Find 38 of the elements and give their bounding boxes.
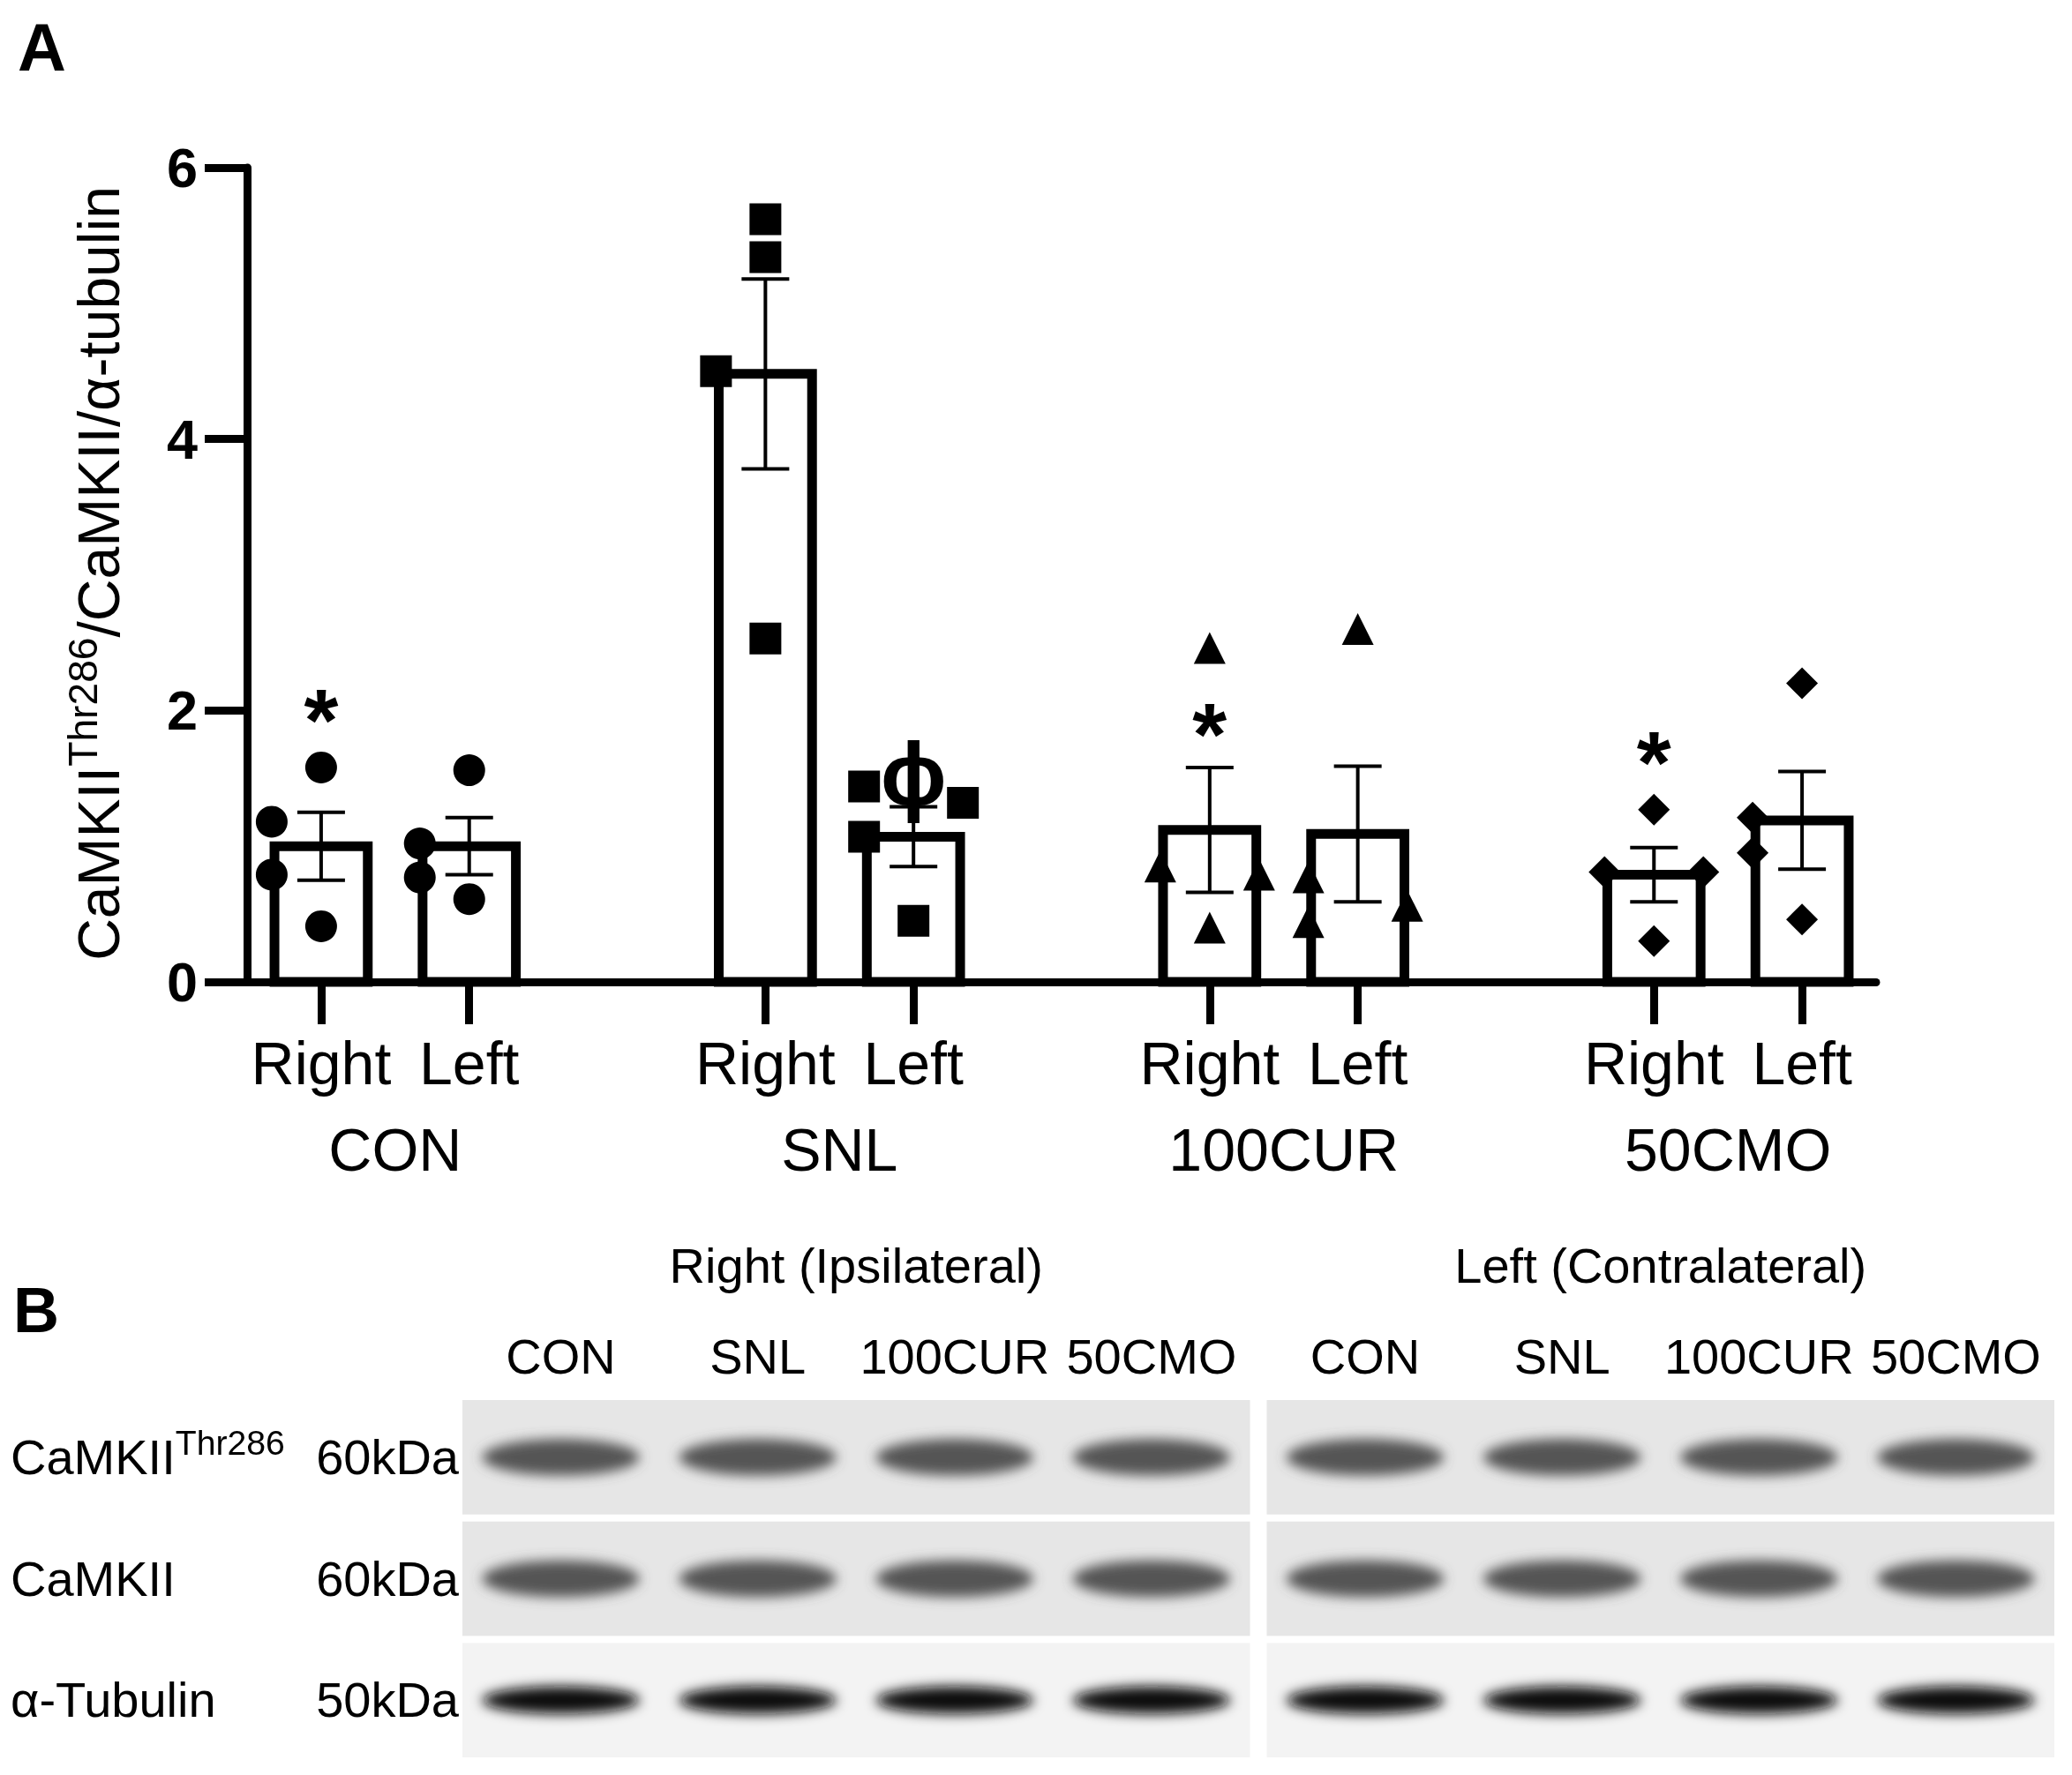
- text: Right (Ipsilateral): [669, 1238, 1043, 1293]
- data-label: *: [1636, 712, 1671, 812]
- y-tick-label: 6: [166, 137, 198, 198]
- category-label: CON: [1310, 1329, 1421, 1384]
- text: CON: [328, 1116, 462, 1183]
- x-tick-label: Right: [694, 1030, 836, 1097]
- category-label: 60kDa: [316, 1428, 459, 1485]
- x-tick-label: Right: [251, 1030, 392, 1097]
- text: 100CUR: [1168, 1116, 1400, 1183]
- category-label: CaMKII$^{Thr286}$: [11, 1424, 285, 1485]
- data-label: *: [304, 670, 339, 769]
- category-label: 100CUR: [1663, 1329, 1854, 1384]
- category-label: 50CMO: [1066, 1329, 1237, 1384]
- category-label: α-Tubulin: [11, 1672, 216, 1728]
- text: Left (Contralateral): [1454, 1238, 1867, 1293]
- x-tick-label: Right: [1583, 1030, 1724, 1097]
- category-label: 60kDa: [316, 1550, 459, 1606]
- category-label: SNL: [1513, 1329, 1610, 1384]
- y-tick-label: 4: [166, 408, 198, 470]
- category-label: CaMKII: [11, 1550, 176, 1606]
- x-tick-label: Left: [419, 1030, 520, 1097]
- category-label: 50CMO: [1870, 1329, 2041, 1384]
- x-tick-label: Left: [863, 1030, 964, 1097]
- x-tick-label: Left: [1752, 1030, 1852, 1097]
- x-tick-label: Right: [1139, 1030, 1280, 1097]
- y-tick-label: 0: [166, 951, 198, 1013]
- text: B: [13, 1275, 59, 1345]
- x-tick-label: Left: [1307, 1030, 1408, 1097]
- y-tick-label: 2: [166, 679, 198, 742]
- category-label: 100CUR: [860, 1329, 1050, 1384]
- chart-title: A: [18, 9, 66, 85]
- text: 50CMO: [1625, 1116, 1832, 1183]
- category-label: SNL: [709, 1329, 807, 1384]
- text: SNL: [781, 1116, 898, 1183]
- category-label: 50kDa: [316, 1672, 459, 1728]
- category-label: CON: [506, 1329, 616, 1384]
- data-label: ϕ: [880, 723, 947, 823]
- data-label: *: [1192, 684, 1227, 783]
